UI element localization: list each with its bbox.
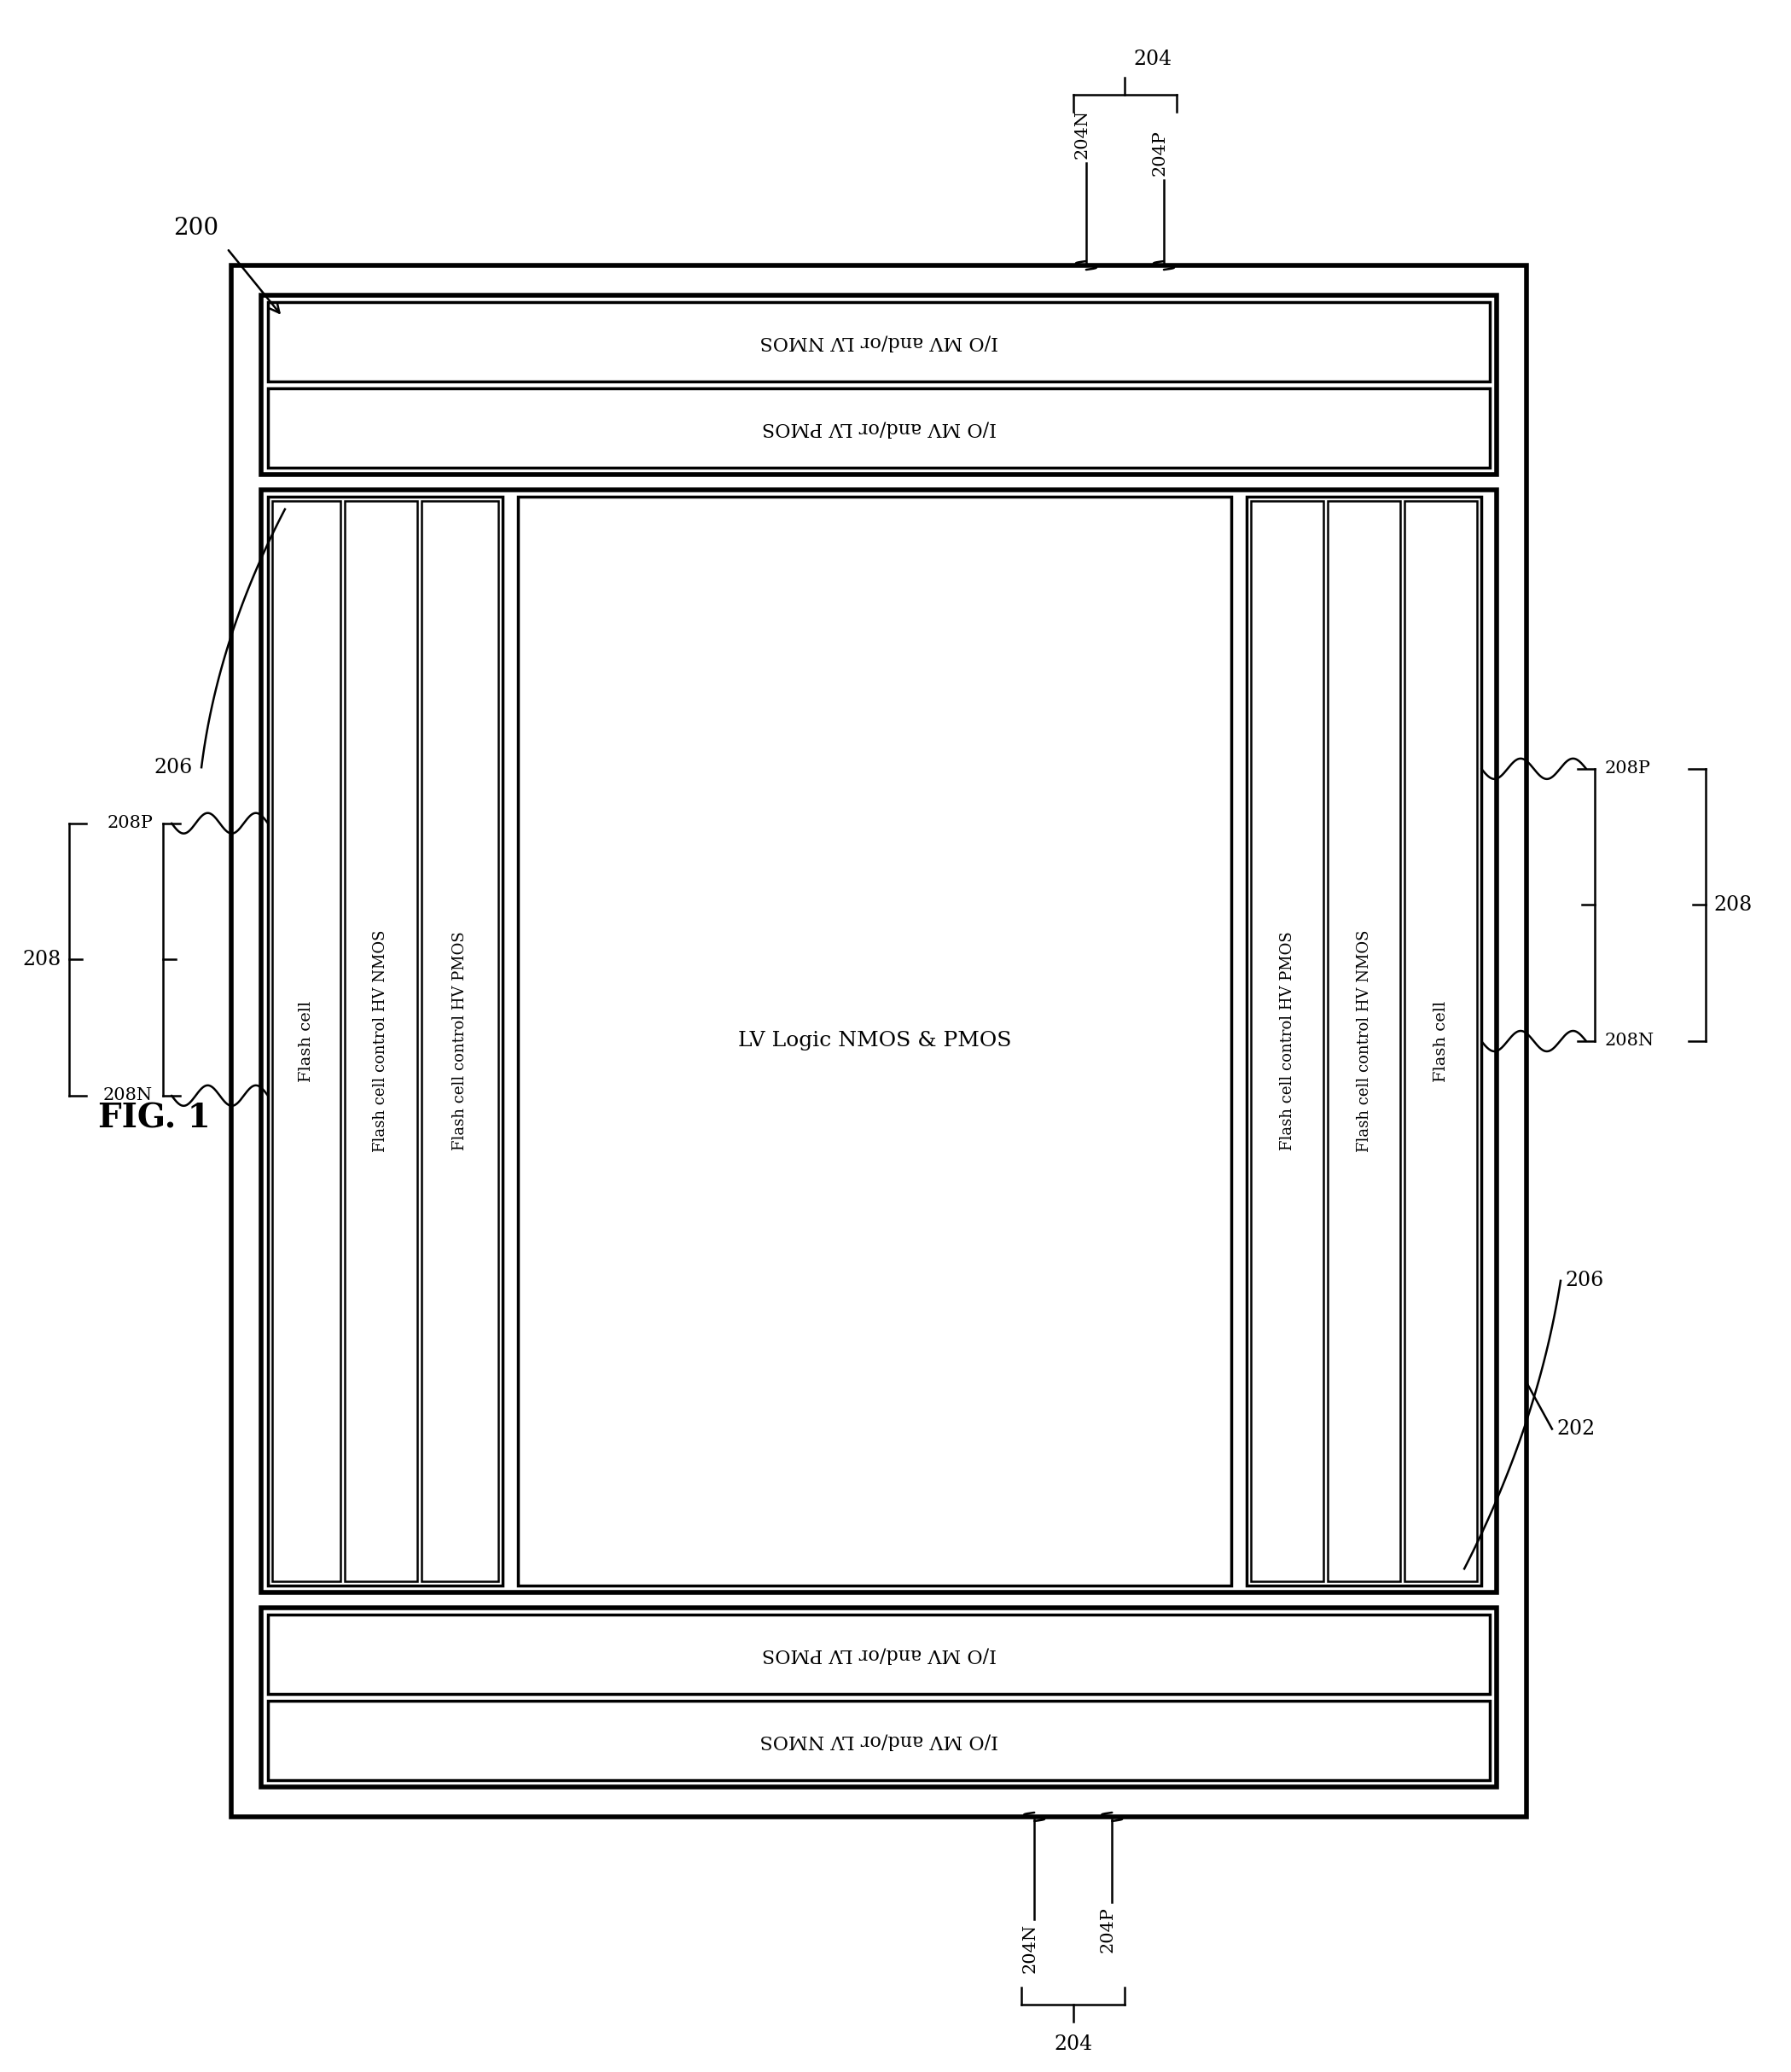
- Text: 208P: 208P: [107, 814, 152, 831]
- Text: Flash cell control HV NMOS: Flash cell control HV NMOS: [373, 930, 389, 1152]
- Text: 204: 204: [1134, 50, 1171, 68]
- Bar: [231, 265, 1526, 1817]
- Bar: [421, 501, 498, 1581]
- Bar: [269, 497, 501, 1585]
- Text: 202: 202: [1556, 1419, 1596, 1438]
- Text: 206: 206: [154, 758, 193, 777]
- Text: 208: 208: [1714, 895, 1753, 914]
- Text: I/O MV and/or LV NMOS: I/O MV and/or LV NMOS: [759, 1730, 998, 1751]
- Bar: [272, 501, 340, 1581]
- Text: 208P: 208P: [1605, 760, 1651, 777]
- Text: 200: 200: [174, 218, 219, 240]
- Text: Flash cell control HV PMOS: Flash cell control HV PMOS: [451, 932, 467, 1150]
- Text: I/O MV and/or LV PMOS: I/O MV and/or LV PMOS: [761, 1645, 996, 1664]
- Text: 204N: 204N: [1075, 110, 1091, 160]
- Bar: [1252, 501, 1324, 1581]
- Text: 204P: 204P: [1100, 1906, 1116, 1952]
- Text: Flash cell: Flash cell: [1433, 1001, 1449, 1082]
- Bar: [269, 1701, 1490, 1780]
- Text: 204: 204: [1053, 2035, 1093, 2053]
- Text: 204P: 204P: [1152, 131, 1168, 176]
- Bar: [269, 303, 1490, 381]
- Text: Flash cell: Flash cell: [299, 1001, 313, 1082]
- Bar: [1247, 497, 1481, 1585]
- Bar: [1327, 501, 1401, 1581]
- Text: I/O MV and/or LV PMOS: I/O MV and/or LV PMOS: [761, 419, 996, 437]
- Bar: [261, 296, 1497, 474]
- Text: 204N: 204N: [1023, 1923, 1039, 1973]
- Text: 208N: 208N: [1605, 1034, 1655, 1048]
- Bar: [261, 489, 1497, 1593]
- Bar: [344, 501, 417, 1581]
- Bar: [518, 497, 1232, 1585]
- Text: 208N: 208N: [104, 1088, 152, 1104]
- Bar: [261, 1608, 1497, 1786]
- Text: Flash cell control HV PMOS: Flash cell control HV PMOS: [1281, 932, 1295, 1150]
- Text: Flash cell control HV NMOS: Flash cell control HV NMOS: [1356, 930, 1372, 1152]
- Text: I/O MV and/or LV NMOS: I/O MV and/or LV NMOS: [759, 332, 998, 350]
- Text: 206: 206: [1565, 1270, 1603, 1291]
- Text: FIG. 1: FIG. 1: [99, 1102, 211, 1135]
- Text: LV Logic NMOS & PMOS: LV Logic NMOS & PMOS: [738, 1032, 1012, 1051]
- Bar: [269, 1614, 1490, 1695]
- Bar: [1404, 501, 1478, 1581]
- Text: 208: 208: [21, 949, 61, 970]
- Bar: [269, 387, 1490, 468]
